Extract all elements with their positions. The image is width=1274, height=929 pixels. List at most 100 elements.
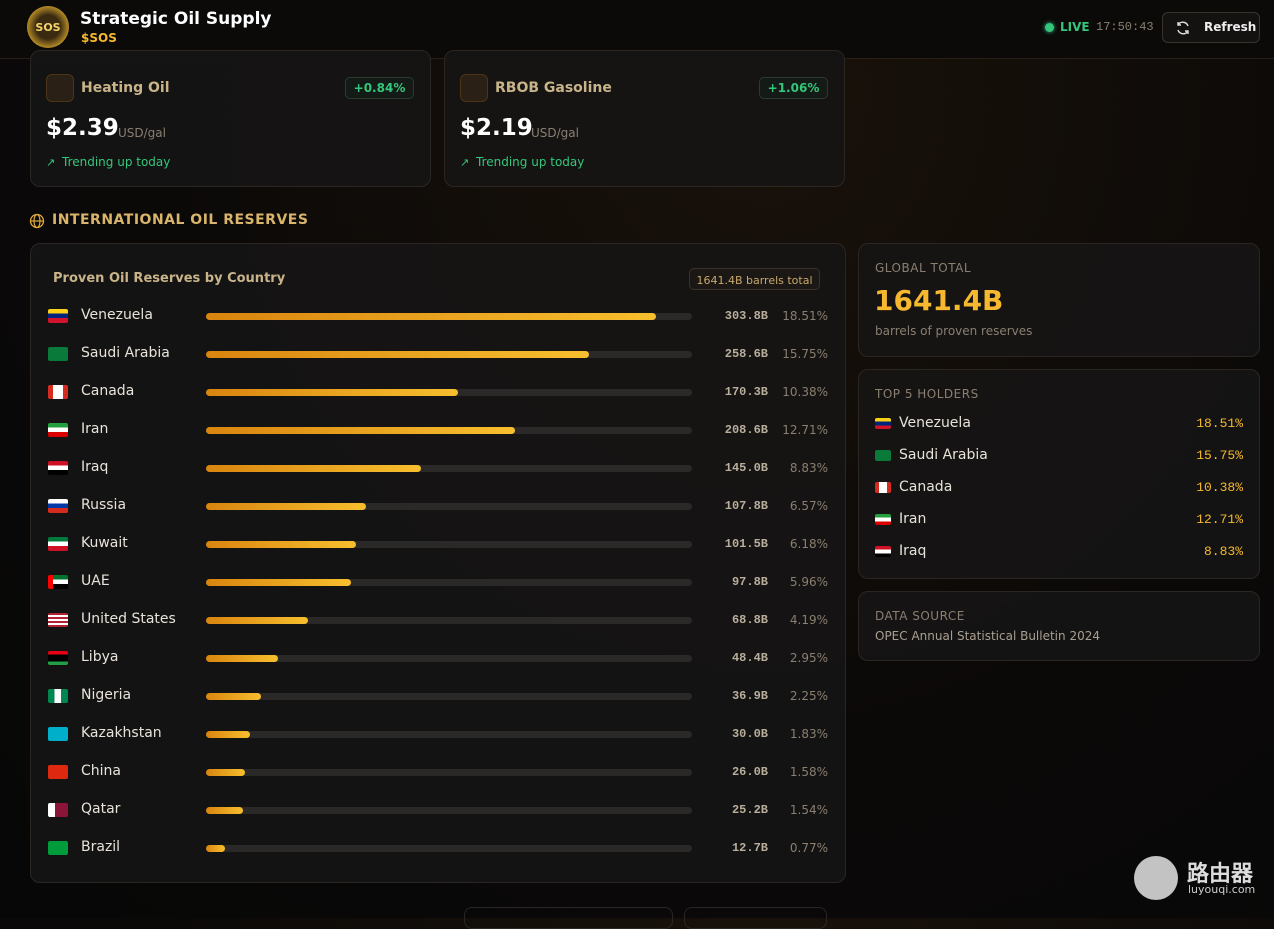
bar-track: [206, 503, 692, 510]
reserve-bar: [206, 769, 245, 776]
flag: [875, 418, 891, 429]
reserve-share: 1.83%: [789, 727, 828, 741]
flag: [48, 461, 68, 475]
country-name: Russia: [81, 497, 127, 513]
flag: [48, 803, 68, 817]
bar-track: [206, 731, 692, 738]
reserve-bar: [206, 313, 656, 320]
bar-track: [206, 351, 692, 358]
refresh-icon: [1177, 21, 1189, 35]
reserve-share: 15.75%: [782, 347, 828, 361]
country-name: China: [81, 763, 121, 779]
bar-track: [206, 579, 692, 586]
bottom-stub: [464, 907, 673, 929]
global-total-card: [858, 243, 1260, 357]
reserve-bar: [206, 579, 351, 586]
flag: [48, 423, 68, 437]
clock: 17:50:43: [1096, 20, 1154, 34]
reserve-share: 12.71%: [782, 423, 828, 437]
country-name: Brazil: [81, 839, 121, 855]
global-total-label: GLOBAL TOTAL: [875, 261, 972, 275]
bar-track: [206, 769, 692, 776]
price-unit: USD/gal: [118, 126, 166, 140]
holder-name: Iran: [899, 511, 927, 527]
bar-track: [206, 389, 692, 396]
reserve-bar: [206, 351, 590, 358]
reserve-value: 303.8B: [724, 309, 768, 323]
reserve-bar: [206, 389, 459, 396]
refresh-button[interactable]: Refresh: [1162, 12, 1260, 43]
holder-share: 10.38%: [1196, 480, 1243, 495]
country-name: Venezuela: [81, 307, 153, 323]
country-name: Iraq: [81, 459, 109, 475]
flag: [48, 689, 68, 703]
reserve-share: 6.57%: [789, 499, 828, 513]
trend: Trending up today: [62, 155, 171, 169]
reserve-value: 258.6B: [724, 347, 768, 361]
reserve-value: 101.5B: [724, 537, 768, 551]
reserve-bar: [206, 465, 421, 472]
trend-icon: ↗: [46, 156, 56, 169]
country-name: Kazakhstan: [81, 725, 162, 741]
logo-text: SOS: [35, 20, 61, 34]
change-badge: +1.06%: [759, 77, 828, 99]
holder-name: Canada: [899, 479, 953, 495]
reserve-bar: [206, 655, 278, 662]
logo: SOS: [27, 6, 69, 48]
reserve-value: 97.8B: [731, 575, 768, 589]
section-title: INTERNATIONAL OIL RESERVES: [52, 212, 309, 228]
global-total-caption: barrels of proven reserves: [875, 324, 1033, 338]
trend-icon: ↗: [460, 156, 470, 169]
holder-share: 12.71%: [1196, 512, 1243, 527]
ticker: $SOS: [81, 31, 117, 45]
bar-track: [206, 693, 692, 700]
reserve-bar: [206, 541, 357, 548]
bar-track: [206, 617, 692, 624]
data-source-text: OPEC Annual Statistical Bulletin 2024: [875, 629, 1100, 643]
top-holders-title: TOP 5 HOLDERS: [875, 387, 979, 401]
reserve-share: 1.58%: [789, 765, 828, 779]
reserve-share: 5.96%: [789, 575, 828, 589]
fuel-icon: [46, 74, 74, 102]
country-name: UAE: [81, 573, 110, 589]
flag: [48, 651, 68, 665]
data-source-card: [858, 591, 1260, 661]
holder-share: 15.75%: [1196, 448, 1243, 463]
holder-name: Iraq: [899, 543, 927, 559]
reserve-bar: [206, 693, 261, 700]
reserve-share: 0.77%: [789, 841, 828, 855]
country-name: Libya: [81, 649, 119, 665]
watermark-name: 路由器: [1187, 862, 1254, 887]
flag: [875, 546, 891, 557]
price-card: [444, 50, 845, 187]
country-name: Iran: [81, 421, 109, 437]
flag: [48, 347, 68, 361]
reserve-value: 30.0B: [731, 727, 768, 741]
live-status: LIVE: [1060, 20, 1090, 34]
reserve-bar: [206, 731, 251, 738]
country-name: Canada: [81, 383, 135, 399]
reserve-value: 107.8B: [724, 499, 768, 513]
fuel-name: RBOB Gasoline: [495, 80, 612, 96]
reserve-value: 170.3B: [724, 385, 768, 399]
flag: [875, 482, 891, 493]
reserve-value: 208.6B: [724, 423, 768, 437]
flag: [48, 727, 68, 741]
reserve-value: 145.0B: [724, 461, 768, 475]
fuel-name: Heating Oil: [81, 80, 170, 96]
watermark-url: luyouqi.com: [1188, 883, 1256, 896]
country-name: Qatar: [81, 801, 121, 817]
reserve-value: 12.7B: [731, 841, 768, 855]
top-holders-card: [858, 369, 1260, 579]
bar-track: [206, 465, 692, 472]
refresh-label: Refresh: [1204, 20, 1257, 34]
bar-track: [206, 807, 692, 814]
reserve-bar: [206, 845, 225, 852]
flag: [875, 514, 891, 525]
flag: [48, 575, 68, 589]
reserve-bar: [206, 503, 366, 510]
bar-track: [206, 655, 692, 662]
bar-track: [206, 541, 692, 548]
app-title: Strategic Oil Supply: [80, 9, 272, 29]
